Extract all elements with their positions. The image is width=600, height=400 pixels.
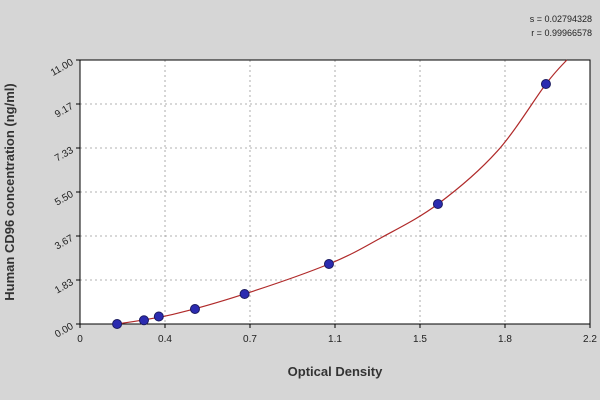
x-tick-label: 0.4 <box>158 334 172 345</box>
x-tick-label: 0.7 <box>243 334 257 345</box>
data-point <box>153 311 164 322</box>
data-point <box>189 304 200 314</box>
x-tick-label: 1.1 <box>328 334 342 345</box>
plot-frame <box>79 59 591 325</box>
data-point <box>432 199 443 209</box>
annotation: s = 0.02794328 <box>530 14 592 24</box>
annotation: r = 0.99966578 <box>531 28 592 38</box>
x-axis-title: Optical Density <box>288 364 383 379</box>
data-point <box>239 289 250 299</box>
x-tick-label: 1.5 <box>413 334 427 345</box>
data-point <box>540 79 551 89</box>
data-point <box>323 259 334 269</box>
data-point <box>138 315 149 326</box>
data-point <box>112 319 123 329</box>
x-tick-label: 2.2 <box>583 334 597 345</box>
x-tick-label: 1.8 <box>498 334 512 345</box>
y-axis-title: Human CD96 concentration (ng/ml) <box>2 83 17 300</box>
x-tick-label: 0 <box>77 334 83 345</box>
